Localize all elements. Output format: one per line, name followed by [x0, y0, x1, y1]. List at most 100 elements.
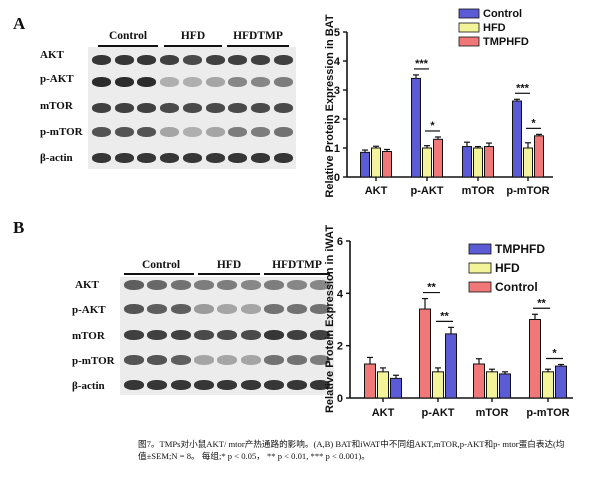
y-tick-label: 2 — [337, 341, 343, 353]
bar — [523, 147, 533, 178]
blot-band — [217, 380, 238, 390]
figure-caption: 图7。TMPs对小鼠AKT/ mtor产热通路的影响。(A,B) BAT和iWA… — [138, 438, 598, 462]
blot-band — [147, 330, 168, 340]
blot-b-group-line — [264, 273, 330, 275]
panel-b-label: B — [13, 218, 25, 237]
y-tick-label: 4 — [334, 56, 341, 68]
blot-band — [124, 330, 144, 340]
chart-bat-legend-control: Control — [483, 8, 522, 20]
chart-plot-group: Relative Protein Expression in iWAT Contr… — [324, 225, 573, 419]
blot-b-row-label: p-mTOR — [72, 355, 115, 367]
bar — [529, 319, 541, 399]
blot-a-row-label: p-mTOR — [40, 126, 83, 138]
bar — [377, 371, 389, 399]
blot-band — [217, 304, 238, 314]
blot-band — [170, 355, 191, 365]
blot-band — [250, 153, 270, 163]
blot-band — [182, 127, 202, 137]
blot-b-row-label: mTOR — [72, 330, 105, 342]
blot-band — [114, 55, 134, 65]
y-tick-label: 5 — [334, 27, 340, 39]
blot-b-group-line — [198, 273, 260, 275]
legend-swatch — [458, 36, 480, 47]
blot-band — [92, 127, 111, 137]
blot-band — [228, 77, 248, 87]
significance-label: *** — [516, 82, 530, 94]
blot-band — [160, 153, 180, 163]
blot-band — [170, 304, 191, 314]
bar — [371, 147, 381, 178]
bar — [499, 373, 511, 399]
bar — [411, 77, 421, 178]
bar — [542, 371, 554, 399]
blot-band — [182, 55, 202, 65]
caption-line-1: 图7。TMPs对小鼠AKT/ mtor产热通路的影响。(A,B) BAT和iWA… — [138, 439, 565, 449]
blot-a-row-label: AKT — [40, 49, 64, 61]
significance-label: * — [430, 120, 435, 132]
blot-band — [250, 127, 270, 137]
blot-band — [182, 103, 202, 113]
blot-a-group-hfd: HFD — [180, 30, 206, 42]
legend-swatch — [468, 262, 492, 274]
chart-iwat-xtick: mTOR — [476, 407, 509, 419]
blot-band — [263, 280, 284, 290]
legend-swatch — [458, 22, 480, 33]
chart-iwat-legend-tmphfd: TMPHFD — [495, 242, 545, 256]
blot-band — [310, 380, 331, 390]
blot-band — [114, 103, 134, 113]
chart-iwat-xtick: p-mTOR — [526, 407, 569, 419]
blot-band — [273, 55, 293, 65]
bar — [382, 150, 392, 178]
blot-band — [147, 280, 168, 290]
blot-band — [160, 55, 180, 65]
chart-bat-xtick: mTOR — [462, 185, 495, 197]
blot-band — [182, 153, 202, 163]
blot-band — [147, 380, 168, 390]
blot-band — [124, 304, 144, 314]
blot-band — [228, 55, 248, 65]
blot-band — [193, 280, 214, 290]
bar — [486, 371, 498, 399]
blot-band — [217, 280, 238, 290]
bar — [419, 308, 431, 399]
blot-band — [310, 330, 331, 340]
blot-band — [147, 304, 168, 314]
blot-a-membrane — [88, 47, 296, 169]
blot-band — [240, 380, 261, 390]
blot-band — [217, 330, 238, 340]
blot-band — [205, 127, 225, 137]
blot-band — [228, 127, 248, 137]
chart-bat-xtick: p-AKT — [411, 185, 444, 197]
chart-plot-group: Relative Protein Expression in BAT Contro… — [324, 8, 553, 198]
significance-label: ** — [537, 297, 546, 309]
blot-band — [217, 355, 238, 365]
blot-band — [193, 330, 214, 340]
blot-b-group-control: Control — [141, 259, 181, 271]
chart-iwat-legend-hfd: HFD — [495, 261, 520, 275]
blot-b-row-label: β-actin — [72, 380, 105, 392]
bar — [432, 371, 444, 399]
bar — [555, 365, 567, 399]
blot-band — [228, 153, 248, 163]
y-tick-label: 4 — [337, 288, 344, 300]
blot-band — [205, 55, 225, 65]
y-tick-label: 3 — [334, 85, 340, 97]
blot-band — [92, 153, 111, 163]
significance-label: * — [552, 348, 557, 360]
blot-a-group-line — [164, 45, 222, 47]
significance-label: * — [531, 117, 536, 129]
chart-iwat: Relative Protein Expression in iWAT Contr… — [324, 225, 573, 419]
blot-band — [273, 153, 293, 163]
blot-band — [287, 380, 308, 390]
blot-band — [137, 103, 157, 113]
bar — [473, 147, 483, 178]
y-tick-label: 0 — [337, 393, 343, 405]
bar — [433, 138, 443, 178]
blot-b-group-line — [124, 273, 194, 275]
blot-band — [147, 355, 168, 365]
chart-iwat-legend-control: Control — [495, 280, 538, 294]
chart-iwat-ylabel: Relative Protein Expression in iWAT — [324, 225, 336, 413]
blot-band — [228, 103, 248, 113]
legend-swatch — [458, 8, 480, 19]
blot-band — [137, 153, 157, 163]
